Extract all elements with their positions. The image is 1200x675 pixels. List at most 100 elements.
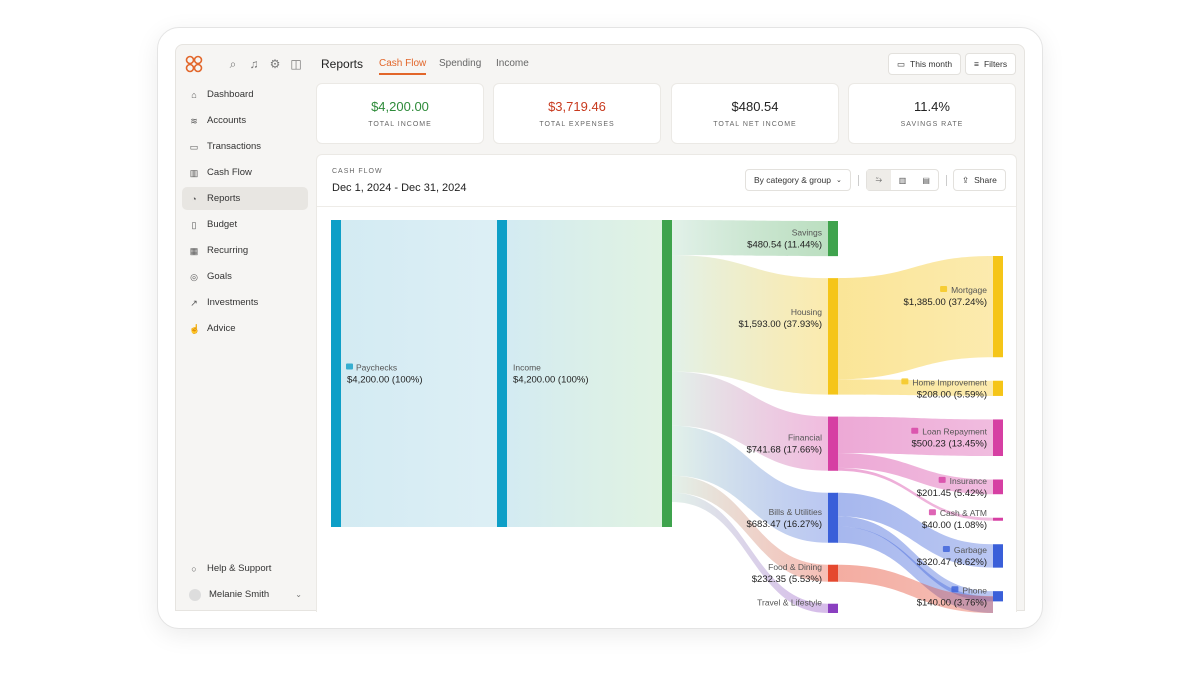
grouping-label: By category & group — [754, 175, 832, 185]
sankey-node-label: Home Improvement — [912, 377, 987, 387]
sidebar-item-investments[interactable]: ↗ Investments — [182, 291, 308, 314]
sankey-node-cash[interactable] — [993, 517, 1003, 521]
sankey-node-food[interactable] — [828, 564, 838, 582]
sankey-node-financial[interactable] — [828, 416, 838, 471]
sidebar-item-label: Budget — [207, 219, 238, 230]
sankey-link-garbage[interactable] — [837, 492, 993, 568]
sankey-link-paychecks-income[interactable] — [341, 220, 497, 527]
sankey-link-phone[interactable] — [837, 516, 993, 602]
calendar-icon: ▦ — [189, 245, 199, 256]
sidebar-item-advice[interactable]: ☝ Advice — [182, 317, 308, 340]
sidebar-footer: ○ Help & Support Melanie Smith ⌄ — [182, 557, 308, 609]
divider — [946, 175, 947, 186]
user-menu[interactable]: Melanie Smith ⌄ — [182, 583, 308, 606]
target-icon: ◎ — [190, 271, 198, 282]
sankey-node-label: Insurance — [950, 476, 988, 486]
tab-income[interactable]: Income — [496, 58, 529, 69]
credit-card-icon — [928, 509, 936, 516]
sankey-node-label: Paychecks — [356, 363, 397, 373]
summary-card-net-income: $480.54 TOTAL NET INCOME — [671, 83, 839, 144]
sankey-link-travel[interactable] — [672, 492, 828, 613]
sankey-node-travel[interactable] — [828, 603, 838, 613]
sankey-node-amount: $201.45 (5.42%) — [917, 488, 987, 499]
sankey-node-income[interactable] — [497, 220, 507, 527]
sankey-node-garbage[interactable] — [993, 544, 1003, 568]
grouping-dropdown[interactable]: By category & group ⌄ — [745, 169, 851, 191]
sankey-node-bills[interactable] — [828, 492, 838, 543]
chart-kicker: CASH FLOW — [332, 168, 383, 175]
filters-button[interactable]: ≡ Filters — [965, 53, 1017, 75]
period-button[interactable]: ▭ This month — [888, 53, 962, 75]
tab-cash-flow[interactable]: Cash Flow — [379, 58, 427, 75]
sankey-node-label: Savings — [792, 228, 822, 238]
sankey-link-housing[interactable] — [672, 255, 828, 395]
sankey-node-housing[interactable] — [828, 278, 838, 395]
stacked-bar-icon[interactable]: ▤ — [922, 175, 930, 185]
sankey-link-financial[interactable] — [672, 371, 828, 471]
sidebar-item-goals[interactable]: ◎ Goals — [182, 265, 308, 288]
sankey-link-food-more[interactable] — [837, 564, 993, 613]
sankey-link-income-hub[interactable] — [506, 220, 662, 527]
share-button[interactable]: ⇪ Share — [953, 169, 1006, 191]
sidebar-item-label: Recurring — [207, 245, 249, 256]
sidebar-item-budget[interactable]: ▯ Budget — [182, 213, 308, 236]
tab-spending[interactable]: Spending — [439, 58, 482, 69]
cash-flow-chart-card: CASH FLOW Dec 1, 2024 - Dec 31, 2024 By … — [316, 154, 1017, 613]
summary-card-expenses: $3,719.46 TOTAL EXPENSES — [493, 83, 661, 144]
sankey-node-amount: $683.47 (16.27%) — [746, 519, 822, 530]
sankey-node-mortgage[interactable] — [993, 256, 1003, 358]
panel-icon[interactable]: ◫ — [290, 57, 302, 71]
sidebar-item-reports[interactable]: ◔ Reports — [182, 187, 308, 210]
sankey-link-mortgage[interactable] — [837, 256, 993, 380]
search-icon[interactable]: ⌕ — [229, 57, 237, 71]
help-support-link[interactable]: ○ Help & Support — [182, 557, 308, 580]
sankey-node-insurance[interactable] — [993, 479, 1003, 495]
sankey-node-savings[interactable] — [828, 221, 838, 257]
avatar — [189, 588, 201, 601]
sidebar-item-dashboard[interactable]: ⌂ Dashboard — [182, 83, 308, 106]
sidebar-nav: ⌂ Dashboard ≋ Accounts ▭ Transactions ▥ Cash… — [182, 83, 308, 343]
sidebar-item-label: Dashboard — [207, 89, 254, 100]
trend-icon: ↗ — [190, 297, 198, 308]
sankey-icon[interactable]: ⥲ — [867, 170, 891, 190]
bar-chart-icon: ▥ — [189, 167, 199, 178]
page-title: Reports — [321, 57, 364, 71]
sankey-node-label: Cash & ATM — [940, 508, 987, 518]
bar-icon[interactable]: ▥ — [898, 175, 907, 185]
sidebar-item-label: Accounts — [207, 115, 247, 126]
sankey-node-label: Phone — [962, 585, 987, 595]
sankey-link-insurance[interactable] — [837, 453, 993, 495]
sankey-link-homeimp[interactable] — [837, 379, 993, 396]
sankey-node-loan[interactable] — [993, 419, 1003, 457]
sidebar-item-label: Cash Flow — [207, 167, 252, 178]
sidebar-item-accounts[interactable]: ≋ Accounts — [182, 109, 308, 132]
sidebar-item-cash-flow[interactable]: ▥ Cash Flow — [182, 161, 308, 184]
sankey-link-savings[interactable] — [672, 220, 828, 257]
sankey-link-food[interactable] — [672, 475, 828, 582]
sankey-link-bills[interactable] — [672, 425, 828, 543]
help-label: Help & Support — [207, 563, 272, 574]
sankey-node-hub[interactable] — [662, 220, 672, 527]
chat-icon: ○ — [191, 563, 197, 574]
view-mode-toggle: ⥲ ▥ ▤ — [866, 169, 939, 191]
sidebar-item-recurring[interactable]: ▦ Recurring — [182, 239, 308, 262]
sankey-node-label: Income — [513, 363, 541, 373]
sankey-node-amount: $500.23 (13.45%) — [911, 439, 987, 450]
sankey-node-label: Mortgage — [951, 285, 987, 295]
sankey-node-label: Food & Dining — [768, 562, 822, 572]
sankey-node-label: Financial — [788, 433, 822, 443]
sankey-node-phone[interactable] — [993, 591, 1003, 602]
user-name: Melanie Smith — [209, 589, 270, 600]
sankey-node-homeimp[interactable] — [993, 380, 1003, 396]
divider — [858, 175, 859, 186]
sidebar-item-label: Investments — [207, 297, 259, 308]
sankey-node-label: Bills & Utilities — [769, 507, 822, 517]
gear-icon[interactable]: ⚙ — [269, 57, 281, 71]
sankey-link-cash[interactable] — [837, 467, 993, 521]
sankey-node-label: Loan Repayment — [922, 427, 987, 437]
sankey-link-loan[interactable] — [837, 416, 993, 457]
period-label: This month — [910, 59, 953, 69]
sankey-node-paychecks[interactable] — [331, 220, 341, 527]
sidebar-item-transactions[interactable]: ▭ Transactions — [182, 135, 308, 158]
bell-icon[interactable]: ♫ — [249, 57, 259, 71]
